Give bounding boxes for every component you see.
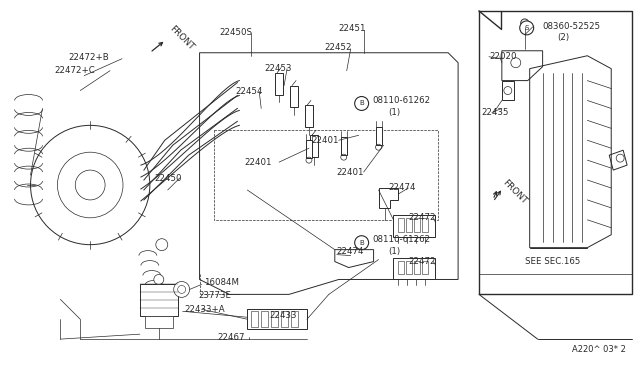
Bar [145, 316, 173, 328]
Text: 22472+C: 22472+C [54, 66, 95, 75]
Bar [290, 86, 298, 108]
Text: 08110-61262: 08110-61262 [372, 235, 431, 244]
Text: 22401: 22401 [311, 136, 339, 145]
Text: 22401: 22401 [337, 167, 364, 177]
Circle shape [520, 21, 534, 35]
Text: (1): (1) [388, 247, 401, 256]
Bar [291, 311, 298, 327]
Bar [252, 311, 258, 327]
Bar [399, 218, 404, 232]
Text: FRONT: FRONT [501, 178, 529, 206]
Text: 22450: 22450 [155, 174, 182, 183]
Text: 22454: 22454 [236, 87, 263, 96]
Bar [305, 105, 313, 127]
Text: 22472: 22472 [408, 213, 436, 222]
Text: 22467: 22467 [218, 333, 245, 341]
Text: 16084M: 16084M [204, 278, 239, 287]
Bar [376, 127, 381, 145]
Text: (1): (1) [388, 108, 401, 117]
Text: 22433+A: 22433+A [185, 305, 225, 314]
Circle shape [521, 19, 529, 27]
Circle shape [173, 282, 189, 297]
Bar [310, 135, 318, 157]
Text: 22474: 22474 [337, 247, 364, 256]
Bar [399, 260, 404, 275]
Bar [406, 260, 412, 275]
Bar [140, 285, 178, 316]
Bar [414, 218, 420, 232]
Text: 22451: 22451 [339, 25, 366, 33]
Bar [406, 218, 412, 232]
Text: 22450S: 22450S [220, 28, 252, 37]
Text: 22435: 22435 [481, 108, 508, 117]
Text: 22452: 22452 [325, 43, 353, 52]
Bar [422, 260, 428, 275]
Bar [271, 311, 278, 327]
Text: B: B [359, 100, 364, 106]
Text: (2): (2) [557, 33, 570, 42]
Circle shape [355, 96, 369, 110]
Bar [414, 260, 420, 275]
Text: SEE SEC.165: SEE SEC.165 [525, 257, 580, 266]
Bar [261, 311, 268, 327]
Text: 22453: 22453 [264, 64, 292, 73]
Circle shape [154, 275, 164, 285]
Bar [340, 137, 347, 155]
Bar [394, 215, 435, 237]
Text: 22020: 22020 [489, 52, 516, 61]
Text: 23773E: 23773E [198, 291, 232, 300]
Bar [394, 257, 435, 279]
Text: 22472+B: 22472+B [68, 53, 109, 62]
Text: 22472: 22472 [408, 257, 436, 266]
Text: S: S [525, 25, 529, 31]
Text: A220^ 03* 2: A220^ 03* 2 [572, 344, 627, 353]
Bar [275, 73, 283, 94]
Text: 22474: 22474 [388, 183, 416, 192]
Bar [422, 218, 428, 232]
Bar [306, 140, 312, 158]
Text: B: B [359, 240, 364, 246]
Circle shape [616, 154, 624, 162]
Bar [281, 311, 288, 327]
Text: FRONT: FRONT [168, 24, 196, 52]
Text: 08360-52525: 08360-52525 [543, 22, 601, 31]
Bar [247, 309, 307, 329]
Text: 08110-61262: 08110-61262 [372, 96, 431, 105]
Text: 22401: 22401 [244, 158, 272, 167]
Text: 22433: 22433 [269, 311, 297, 320]
Circle shape [355, 236, 369, 250]
